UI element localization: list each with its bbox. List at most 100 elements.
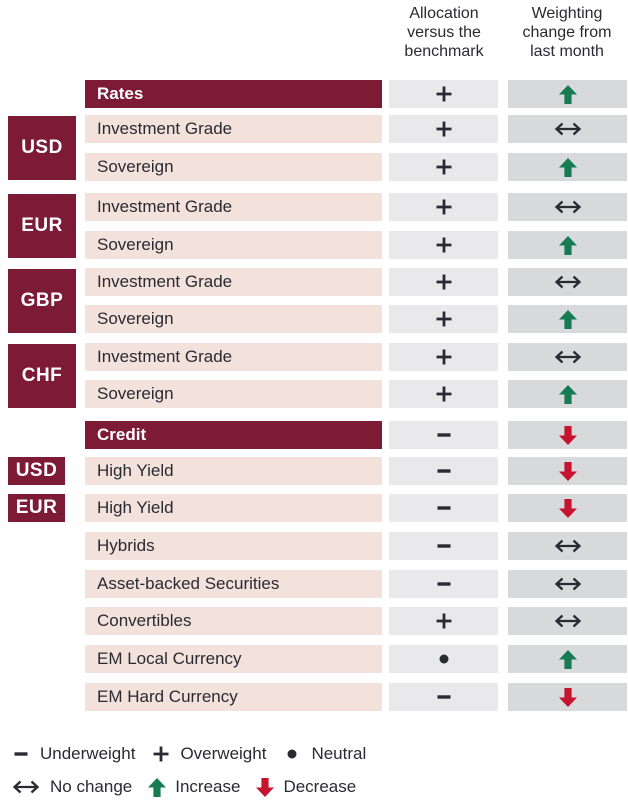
row-label: Investment Grade: [85, 268, 382, 296]
decrease-arrow-icon: [558, 687, 577, 707]
row-label: Sovereign: [85, 305, 382, 333]
table-row: USD Investment Grade: [0, 115, 628, 180]
table-row: USD High Yield: [0, 457, 628, 485]
legend-label: Increase: [175, 777, 241, 796]
increase-arrow-icon: [558, 235, 577, 255]
row-label: Hybrids: [85, 532, 382, 560]
increase-arrow-icon: [148, 777, 167, 797]
row-label: Sovereign: [85, 231, 382, 259]
no-change-arrow-icon: [554, 350, 581, 364]
legend-icon-box: [147, 777, 167, 798]
weighting-cell: [508, 343, 627, 371]
allocation-cell: [389, 494, 498, 522]
table-row: CHF Investment Grade: [0, 343, 628, 408]
decrease-arrow-icon: [558, 498, 577, 518]
legend-item: No change: [10, 777, 132, 797]
currency-badge-gbp: GBP: [8, 269, 76, 333]
legend-icon-box: [10, 779, 42, 795]
no-change-arrow-icon: [554, 614, 581, 628]
minus-icon: [437, 506, 450, 510]
allocation-cell: [389, 532, 498, 560]
row-label: Sovereign: [85, 153, 382, 181]
legend-weighting-symbols: No change Increase Decrease: [10, 775, 356, 799]
legend-icon-box: [281, 743, 303, 765]
table-row: Hybrids: [0, 532, 628, 560]
increase-arrow-icon: [558, 649, 577, 669]
weighting-cell: [508, 607, 627, 635]
plus-icon: [436, 121, 451, 137]
plus-icon: [436, 199, 451, 215]
table-row: GBP Investment Grade: [0, 268, 628, 333]
legend-item: Neutral: [281, 743, 366, 765]
weighting-cell: [508, 570, 627, 598]
table-row: EM Local Currency: [0, 645, 628, 673]
legend-label: Neutral: [311, 744, 367, 763]
table-row: Sovereign: [0, 231, 628, 259]
no-change-arrow-icon: [554, 200, 581, 214]
weighting-cell: [508, 115, 627, 143]
plus-icon: [436, 349, 451, 365]
plus-icon: [436, 613, 451, 629]
row-label: Investment Grade: [85, 343, 382, 371]
column-header-weighting: Weighting change from last month: [522, 5, 612, 60]
allocation-cell: [389, 305, 498, 333]
plus-icon: [436, 274, 451, 290]
weighting-cell: [508, 421, 627, 449]
row-label: EM Hard Currency: [85, 683, 382, 711]
plus-icon: [436, 237, 451, 253]
weighting-cell: [508, 231, 627, 259]
section-label: Rates: [85, 80, 382, 108]
legend-label: Decrease: [283, 777, 357, 796]
table-row: Sovereign: [0, 380, 628, 408]
legend-allocation-symbols: Underweight Overweight Neutral: [10, 742, 366, 766]
legend-label: No change: [50, 777, 133, 796]
minus-icon: [437, 433, 450, 437]
legend-icon-box: [150, 743, 172, 765]
decrease-arrow-icon: [558, 425, 577, 445]
weighting-cell: [508, 532, 627, 560]
minus-icon: [437, 544, 450, 548]
table-row: EM Hard Currency: [0, 683, 628, 711]
neutral-dot-icon: [439, 654, 448, 664]
table-row: Convertibles: [0, 607, 628, 635]
legend-item: Decrease: [255, 777, 356, 798]
allocation-cell: [389, 570, 498, 598]
no-change-arrow-icon: [554, 577, 581, 591]
table-row: Asset-backed Securities: [0, 570, 628, 598]
table-row: EUR High Yield: [0, 494, 628, 522]
plus-icon: [436, 86, 451, 102]
row-label: High Yield: [85, 494, 382, 522]
weighting-cell: [508, 153, 627, 181]
plus-icon: [436, 159, 451, 175]
minus-icon: [14, 752, 28, 756]
legend-icon-box: [10, 743, 32, 765]
plus-icon: [153, 746, 169, 762]
allocation-cell: [389, 193, 498, 221]
row-label: High Yield: [85, 457, 382, 485]
legend-icon-box: [255, 777, 275, 798]
legend-item: Overweight: [150, 743, 266, 765]
weighting-cell: [508, 268, 627, 296]
weighting-cell: [508, 380, 627, 408]
column-header-allocation: Allocation versus the benchmark: [404, 5, 484, 60]
decrease-arrow-icon: [256, 777, 275, 797]
weighting-cell: [508, 457, 627, 485]
section-label: Credit: [85, 421, 382, 449]
allocation-cell: [389, 80, 498, 108]
table-row: EUR Investment Grade: [0, 193, 628, 258]
currency-badge-usd: USD: [8, 116, 76, 180]
minus-icon: [437, 582, 450, 586]
allocation-cell: [389, 268, 498, 296]
legend-label: Underweight: [40, 744, 136, 763]
table-row: Sovereign: [0, 153, 628, 181]
allocation-cell: [389, 683, 498, 711]
currency-badge-eur: EUR: [8, 194, 76, 258]
row-label: Investment Grade: [85, 193, 382, 221]
decrease-arrow-icon: [558, 461, 577, 481]
currency-badge-usd: USD: [8, 457, 65, 485]
row-label: Asset-backed Securities: [85, 570, 382, 598]
no-change-arrow-icon: [12, 780, 40, 794]
allocation-cell: [389, 343, 498, 371]
weighting-cell: [508, 305, 627, 333]
